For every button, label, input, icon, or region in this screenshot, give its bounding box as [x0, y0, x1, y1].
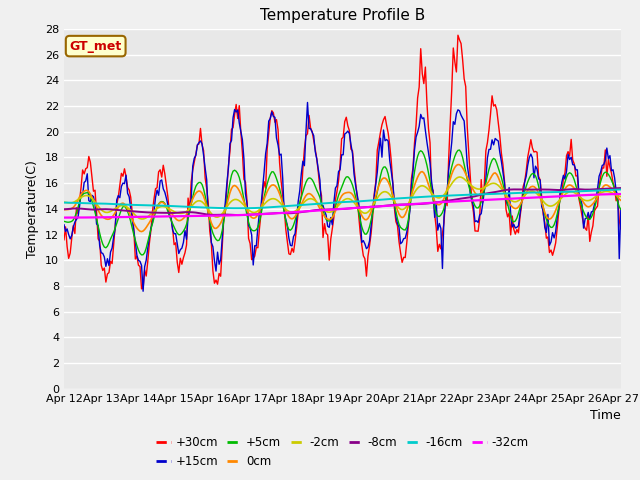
- +15cm: [617, 207, 625, 213]
- Line: -2cm: -2cm: [64, 177, 621, 219]
- +5cm: [617, 206, 625, 212]
- -32cm: [226, 213, 234, 218]
- -16cm: [246, 205, 254, 211]
- -2cm: [138, 216, 145, 222]
- +5cm: [246, 225, 254, 230]
- -32cm: [303, 208, 311, 214]
- Line: 0cm: 0cm: [64, 165, 621, 231]
- +30cm: [138, 286, 145, 292]
- -2cm: [255, 207, 263, 213]
- -2cm: [617, 194, 625, 200]
- -32cm: [586, 192, 594, 198]
- -8cm: [129, 208, 136, 214]
- Title: Temperature Profile B: Temperature Profile B: [260, 9, 425, 24]
- +15cm: [255, 210, 263, 216]
- +5cm: [228, 172, 236, 178]
- -2cm: [589, 196, 596, 202]
- Legend: +30cm, +15cm, +5cm, 0cm, -2cm, -8cm, -16cm, -32cm: +30cm, +15cm, +5cm, 0cm, -2cm, -8cm, -16…: [152, 432, 533, 473]
- -8cm: [246, 212, 254, 217]
- +15cm: [246, 225, 254, 231]
- -2cm: [129, 209, 136, 215]
- +30cm: [617, 226, 625, 232]
- -16cm: [305, 202, 313, 207]
- -16cm: [60, 200, 68, 205]
- -16cm: [588, 188, 595, 193]
- -2cm: [456, 174, 463, 180]
- +15cm: [303, 99, 311, 105]
- +5cm: [456, 147, 463, 153]
- -8cm: [236, 212, 243, 218]
- -8cm: [588, 187, 595, 192]
- -16cm: [236, 205, 243, 211]
- -8cm: [255, 211, 263, 217]
- -16cm: [129, 202, 136, 208]
- +5cm: [255, 219, 263, 225]
- Line: +30cm: +30cm: [64, 35, 621, 289]
- +15cm: [129, 216, 136, 222]
- 0cm: [589, 201, 596, 207]
- 0cm: [255, 208, 263, 214]
- 0cm: [138, 228, 145, 234]
- 0cm: [617, 197, 625, 203]
- -32cm: [617, 191, 625, 197]
- +30cm: [60, 237, 68, 243]
- +30cm: [129, 210, 136, 216]
- 0cm: [305, 191, 313, 196]
- -16cm: [226, 205, 234, 211]
- +30cm: [454, 32, 462, 38]
- +5cm: [589, 211, 596, 216]
- 0cm: [228, 186, 236, 192]
- -2cm: [246, 208, 254, 214]
- -2cm: [305, 196, 313, 202]
- 0cm: [454, 162, 462, 168]
- +30cm: [255, 226, 263, 232]
- Y-axis label: Temperature(C): Temperature(C): [26, 160, 39, 258]
- +5cm: [138, 252, 145, 258]
- +15cm: [589, 208, 596, 214]
- +15cm: [60, 222, 68, 228]
- 0cm: [246, 213, 254, 219]
- -32cm: [129, 214, 136, 220]
- -16cm: [255, 205, 263, 211]
- +15cm: [140, 288, 147, 294]
- +5cm: [305, 175, 313, 181]
- +5cm: [60, 218, 68, 224]
- -2cm: [228, 198, 236, 204]
- -8cm: [617, 185, 625, 191]
- Line: -32cm: -32cm: [64, 194, 621, 217]
- -8cm: [226, 212, 234, 217]
- Line: -16cm: -16cm: [64, 190, 621, 208]
- +5cm: [129, 225, 136, 231]
- -32cm: [254, 212, 262, 217]
- Line: +15cm: +15cm: [64, 102, 621, 291]
- -32cm: [244, 212, 252, 217]
- X-axis label: Time: Time: [590, 409, 621, 422]
- 0cm: [60, 207, 68, 213]
- Line: -8cm: -8cm: [64, 188, 621, 215]
- Text: GT_met: GT_met: [70, 40, 122, 53]
- 0cm: [129, 216, 136, 222]
- +30cm: [246, 241, 254, 247]
- +30cm: [305, 112, 313, 118]
- +30cm: [589, 223, 596, 229]
- +15cm: [228, 138, 236, 144]
- -8cm: [60, 206, 68, 212]
- -8cm: [305, 208, 313, 214]
- +15cm: [307, 126, 314, 132]
- Line: +5cm: +5cm: [64, 150, 621, 255]
- -16cm: [617, 187, 625, 192]
- +30cm: [228, 126, 236, 132]
- -2cm: [60, 199, 68, 205]
- -32cm: [60, 215, 68, 220]
